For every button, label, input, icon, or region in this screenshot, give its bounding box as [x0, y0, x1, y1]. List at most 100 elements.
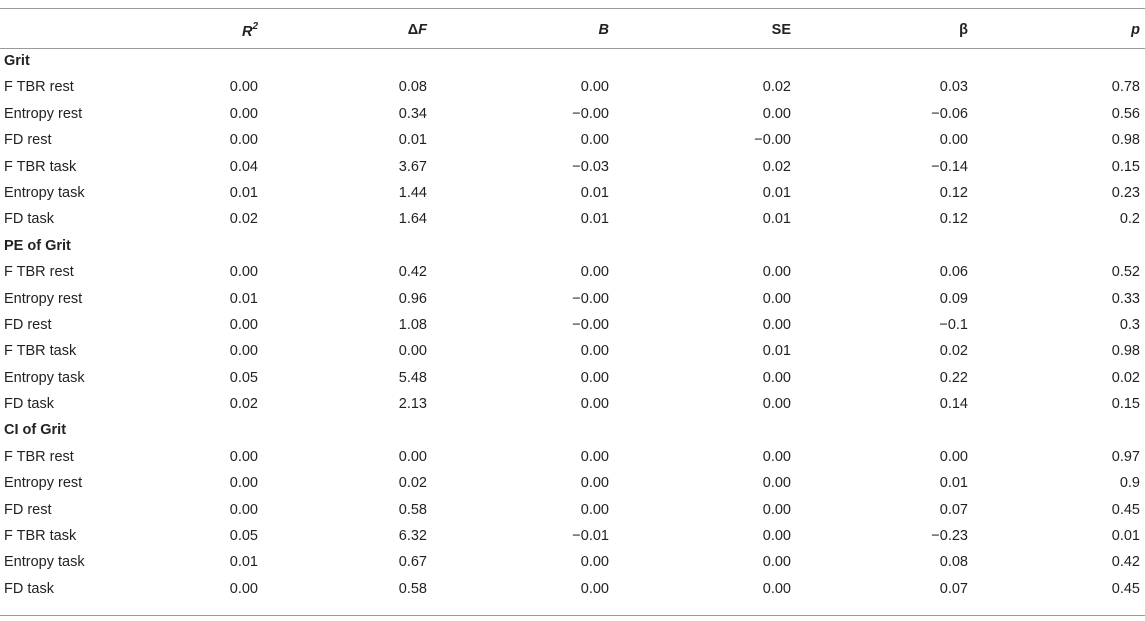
group-row: PE of Grit [0, 233, 1145, 259]
cell-delta-f: 2.13 [398, 396, 427, 413]
cell-se: 0.00 [762, 580, 791, 597]
cell-p: 0.01 [1111, 528, 1140, 545]
row-label: Entropy task [4, 554, 85, 571]
row-label: F TBR task [4, 343, 77, 360]
table-row: FD task 0.02 2.13 0.00 0.00 0.14 0.15 [0, 391, 1145, 417]
cell-beta: −0.06 [931, 105, 968, 122]
cell-se: 0.02 [762, 79, 791, 96]
cell-r-squared: 0.01 [229, 554, 258, 571]
cell-p: 0.02 [1111, 369, 1140, 386]
cell-beta: 0.03 [939, 79, 968, 96]
row-label: F TBR rest [4, 448, 74, 465]
cell-b: 0.00 [580, 343, 609, 360]
cell-r-squared: 0.02 [229, 396, 258, 413]
cell-beta: 0.12 [939, 184, 968, 201]
table-body: Grit F TBR rest 0.00 0.08 0.00 0.02 0.03 0.78 En… [0, 48, 1145, 602]
cell-p: 0.15 [1111, 396, 1140, 413]
cell-beta: 0.07 [939, 580, 968, 597]
row-label: FD rest [4, 132, 52, 149]
cell-beta: 0.14 [939, 396, 968, 413]
group-label: Grit [4, 53, 30, 69]
cell-r-squared: 0.00 [229, 316, 258, 333]
cell-b: 0.00 [580, 448, 609, 465]
cell-se: 0.00 [762, 105, 791, 122]
cell-beta: 0.08 [939, 554, 968, 571]
cell-se: 0.00 [762, 396, 791, 413]
cell-b: −0.00 [572, 105, 609, 122]
cell-b: 0.00 [580, 475, 609, 492]
cell-se: 0.00 [762, 264, 791, 281]
cell-b: −0.03 [572, 158, 609, 175]
cell-b: 0.00 [580, 501, 609, 518]
table-row: Entropy task 0.05 5.48 0.00 0.00 0.22 0.02 [0, 365, 1145, 391]
cell-beta: 0.09 [939, 290, 968, 307]
cell-se: 0.01 [762, 184, 791, 201]
row-label: F TBR task [4, 528, 77, 545]
cell-delta-f: 0.58 [398, 580, 427, 597]
cell-beta: 0.22 [939, 369, 968, 386]
cell-p: 0.45 [1111, 501, 1140, 518]
cell-se: 0.01 [762, 343, 791, 360]
table-row: FD rest 0.00 0.01 0.00 −0.00 0.00 0.98 [0, 127, 1145, 153]
cell-se: 0.01 [762, 211, 791, 228]
cell-p: 0.52 [1111, 264, 1140, 281]
cell-b: −0.00 [572, 316, 609, 333]
table-row: Entropy rest 0.00 0.02 0.00 0.00 0.01 0.9 [0, 470, 1145, 496]
cell-delta-f: 0.00 [398, 448, 427, 465]
table-row: F TBR task 0.04 3.67 −0.03 0.02 −0.14 0.15 [0, 154, 1145, 180]
cell-r-squared: 0.00 [229, 501, 258, 518]
table-row: F TBR rest 0.00 0.00 0.00 0.00 0.00 0.97 [0, 444, 1145, 470]
row-label: FD task [4, 580, 54, 597]
cell-p: 0.78 [1111, 79, 1140, 96]
table-row: FD task 0.00 0.58 0.00 0.00 0.07 0.45 [0, 576, 1145, 602]
cell-b: 0.00 [580, 580, 609, 597]
cell-r-squared: 0.00 [229, 264, 258, 281]
cell-delta-f: 1.44 [398, 184, 427, 201]
table-row: F TBR rest 0.00 0.08 0.00 0.02 0.03 0.78 [0, 74, 1145, 100]
cell-p: 0.33 [1111, 290, 1140, 307]
cell-se: 0.00 [762, 528, 791, 545]
table-row: FD task 0.02 1.64 0.01 0.01 0.12 0.2 [0, 206, 1145, 232]
cell-b: 0.00 [580, 132, 609, 149]
header-delta-f: ΔF [407, 22, 427, 38]
cell-beta: −0.14 [931, 158, 968, 175]
cell-p: 0.9 [1119, 475, 1140, 492]
row-label: FD task [4, 211, 54, 228]
cell-r-squared: 0.00 [229, 79, 258, 96]
cell-r-squared: 0.01 [229, 290, 258, 307]
row-label: FD rest [4, 316, 52, 333]
table-row: FD rest 0.00 0.58 0.00 0.00 0.07 0.45 [0, 497, 1145, 523]
cell-p: 0.42 [1111, 554, 1140, 571]
cell-r-squared: 0.00 [229, 475, 258, 492]
group-row: CI of Grit [0, 417, 1145, 443]
header-se: SE [771, 22, 791, 38]
cell-r-squared: 0.01 [229, 184, 258, 201]
cell-delta-f: 0.08 [398, 79, 427, 96]
cell-delta-f: 1.64 [398, 211, 427, 228]
table-row: F TBR task 0.00 0.00 0.00 0.01 0.02 0.98 [0, 338, 1145, 364]
cell-delta-f: 3.67 [398, 158, 427, 175]
cell-r-squared: 0.02 [229, 211, 258, 228]
header-p: p [1131, 22, 1140, 38]
cell-p: 0.15 [1111, 158, 1140, 175]
cell-b: 0.00 [580, 554, 609, 571]
cell-delta-f: 0.58 [398, 501, 427, 518]
cell-beta: 0.01 [939, 475, 968, 492]
cell-p: 0.23 [1111, 184, 1140, 201]
header-b: B [598, 22, 609, 38]
table-row: Entropy task 0.01 0.67 0.00 0.00 0.08 0.42 [0, 549, 1145, 575]
cell-delta-f: 0.34 [398, 105, 427, 122]
row-label: Entropy task [4, 369, 85, 386]
group-label: CI of Grit [4, 422, 67, 439]
cell-p: 0.45 [1111, 580, 1140, 597]
cell-delta-f: 0.00 [398, 343, 427, 360]
group-row: Grit [0, 48, 1145, 74]
table-row: FD rest 0.00 1.08 −0.00 0.00 −0.1 0.3 [0, 312, 1145, 338]
cell-se: 0.00 [762, 554, 791, 571]
cell-se: 0.00 [762, 448, 791, 465]
cell-se: 0.00 [762, 475, 791, 492]
cell-p: 0.98 [1111, 343, 1140, 360]
cell-se: 0.00 [762, 316, 791, 333]
group-label: PE of Grit [4, 237, 71, 254]
